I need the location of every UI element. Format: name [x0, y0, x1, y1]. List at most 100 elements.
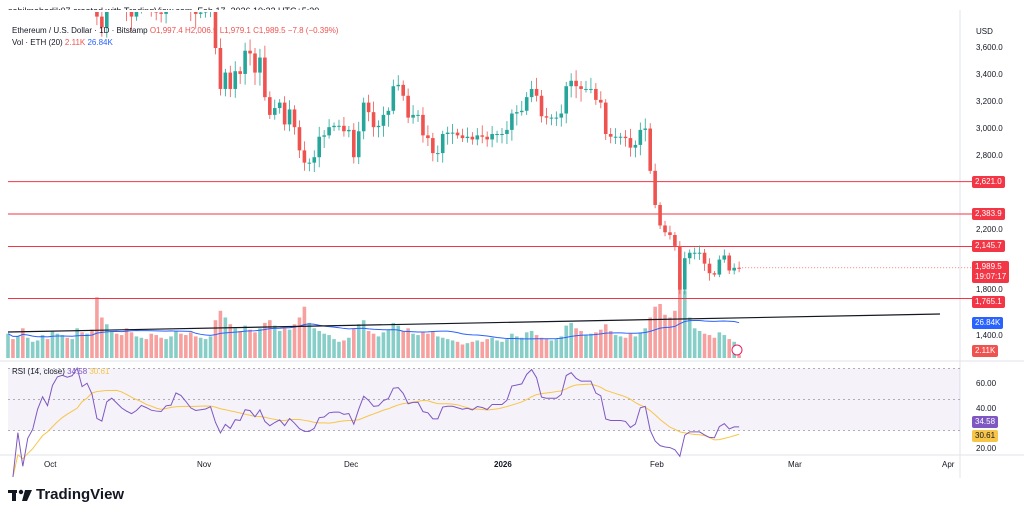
ohlc-change: −7.8 (−0.39%)	[287, 26, 339, 35]
rsi-ma-line	[12, 383, 740, 478]
ohlc-close: C1,989.5	[253, 26, 286, 35]
candle-body	[302, 150, 307, 163]
volume-bar	[707, 335, 712, 358]
candle-body	[149, 2, 153, 10]
volume-bar	[455, 341, 460, 358]
rsi-value: 34.58	[67, 367, 88, 376]
price-tick: 3,200.0	[976, 97, 1003, 106]
candle-body	[159, 12, 163, 14]
candle-body	[238, 71, 242, 74]
candle-body	[401, 84, 405, 96]
volume-bar	[272, 325, 277, 358]
volume-bar	[361, 320, 366, 358]
candle-body	[702, 252, 707, 264]
volume-bar	[11, 339, 15, 358]
volume-bar	[16, 336, 20, 358]
candle-body	[426, 135, 430, 139]
date-tick: Apr	[942, 460, 955, 469]
volume-bar	[159, 337, 163, 358]
volume-bar	[21, 328, 25, 358]
candle-body	[707, 263, 712, 274]
candle-body	[475, 135, 480, 140]
volume-bar	[297, 317, 302, 358]
candle-body	[460, 135, 465, 139]
volume-bar	[223, 317, 228, 358]
volume-bar	[470, 341, 475, 358]
volume-bar	[421, 332, 425, 358]
volume-bar	[722, 335, 727, 358]
volume-bar	[594, 332, 598, 358]
volume-bar	[490, 337, 494, 358]
tradingview-logo[interactable]: TradingView	[8, 486, 124, 503]
last-price: 1,989.5	[975, 262, 1002, 271]
candle-body	[292, 109, 297, 128]
volume-label-axis: 2.11K	[972, 345, 999, 357]
candle-body	[248, 50, 252, 54]
candle-body	[599, 99, 603, 103]
volume-bar	[268, 320, 272, 358]
volume-bar	[80, 332, 84, 358]
candle-body	[169, 0, 173, 1]
volume-bar	[253, 332, 257, 358]
candle-body	[529, 88, 534, 98]
volume-bar	[100, 317, 104, 358]
symbol-legend[interactable]: Ethereum / U.S. Dollar · 1D · Bitstamp O…	[12, 26, 338, 35]
candle-body	[450, 132, 455, 134]
rsi-tick: 20.00	[976, 444, 997, 453]
volume-bar	[70, 339, 75, 358]
volume-bar	[292, 324, 297, 358]
candle-body	[519, 110, 524, 113]
candle-body	[406, 95, 410, 118]
tradingview-logo-text: TradingView	[36, 486, 125, 503]
candle-body	[268, 97, 272, 115]
volume-bar	[678, 277, 682, 358]
candle-body	[668, 232, 672, 236]
volume-bar	[717, 332, 722, 358]
rsi-tick: 60.00	[976, 379, 997, 388]
candle-body	[539, 95, 544, 117]
volume-bar	[60, 335, 65, 358]
candle-body	[490, 133, 494, 140]
candle-body	[356, 131, 361, 158]
volume-bar	[673, 310, 677, 358]
price-tick: 2,200.0	[976, 225, 1003, 234]
ohlc-high: H2,006.9	[184, 26, 218, 35]
volume-bar	[129, 332, 134, 358]
candle-body	[193, 12, 198, 14]
volume-bar	[613, 335, 618, 358]
volume-bar	[401, 331, 405, 358]
volume-bar	[445, 339, 450, 358]
volume-bar	[510, 333, 514, 358]
candle-body	[154, 12, 158, 13]
volume-bar	[55, 333, 60, 358]
currency-label: USD	[976, 27, 993, 36]
volume-bar	[322, 333, 326, 358]
volume-legend[interactable]: Vol · ETH (20) 2.11K 26.84K	[12, 38, 113, 47]
candle-body	[307, 162, 312, 164]
candle-body	[603, 102, 608, 134]
candle-body	[381, 114, 386, 126]
candle-body	[692, 252, 697, 254]
volume-bar	[653, 306, 657, 358]
volume-bar	[193, 336, 198, 358]
volume-bar	[579, 331, 583, 358]
volume-bar	[184, 335, 188, 358]
candle-body	[737, 267, 741, 269]
candle-body	[287, 109, 292, 125]
rsi-legend[interactable]: RSI (14, close) 34.58 30.61	[12, 367, 109, 376]
candle-body	[589, 88, 593, 90]
volume-bar	[337, 341, 341, 358]
candle-body	[712, 273, 717, 275]
ohlc-low: L1,979.1	[219, 26, 251, 35]
volume-bar	[30, 341, 35, 358]
price-chart[interactable]	[0, 0, 1024, 480]
candle-body	[396, 84, 401, 87]
price-tick: 3,600.0	[976, 43, 1003, 52]
candle-body	[95, 12, 99, 17]
candle-body	[376, 125, 381, 128]
volume-bar	[396, 325, 401, 358]
volume-bar	[213, 320, 218, 358]
volume-bar	[465, 343, 470, 358]
candle-body	[510, 113, 514, 130]
volume-value: 2.11K	[64, 38, 86, 47]
